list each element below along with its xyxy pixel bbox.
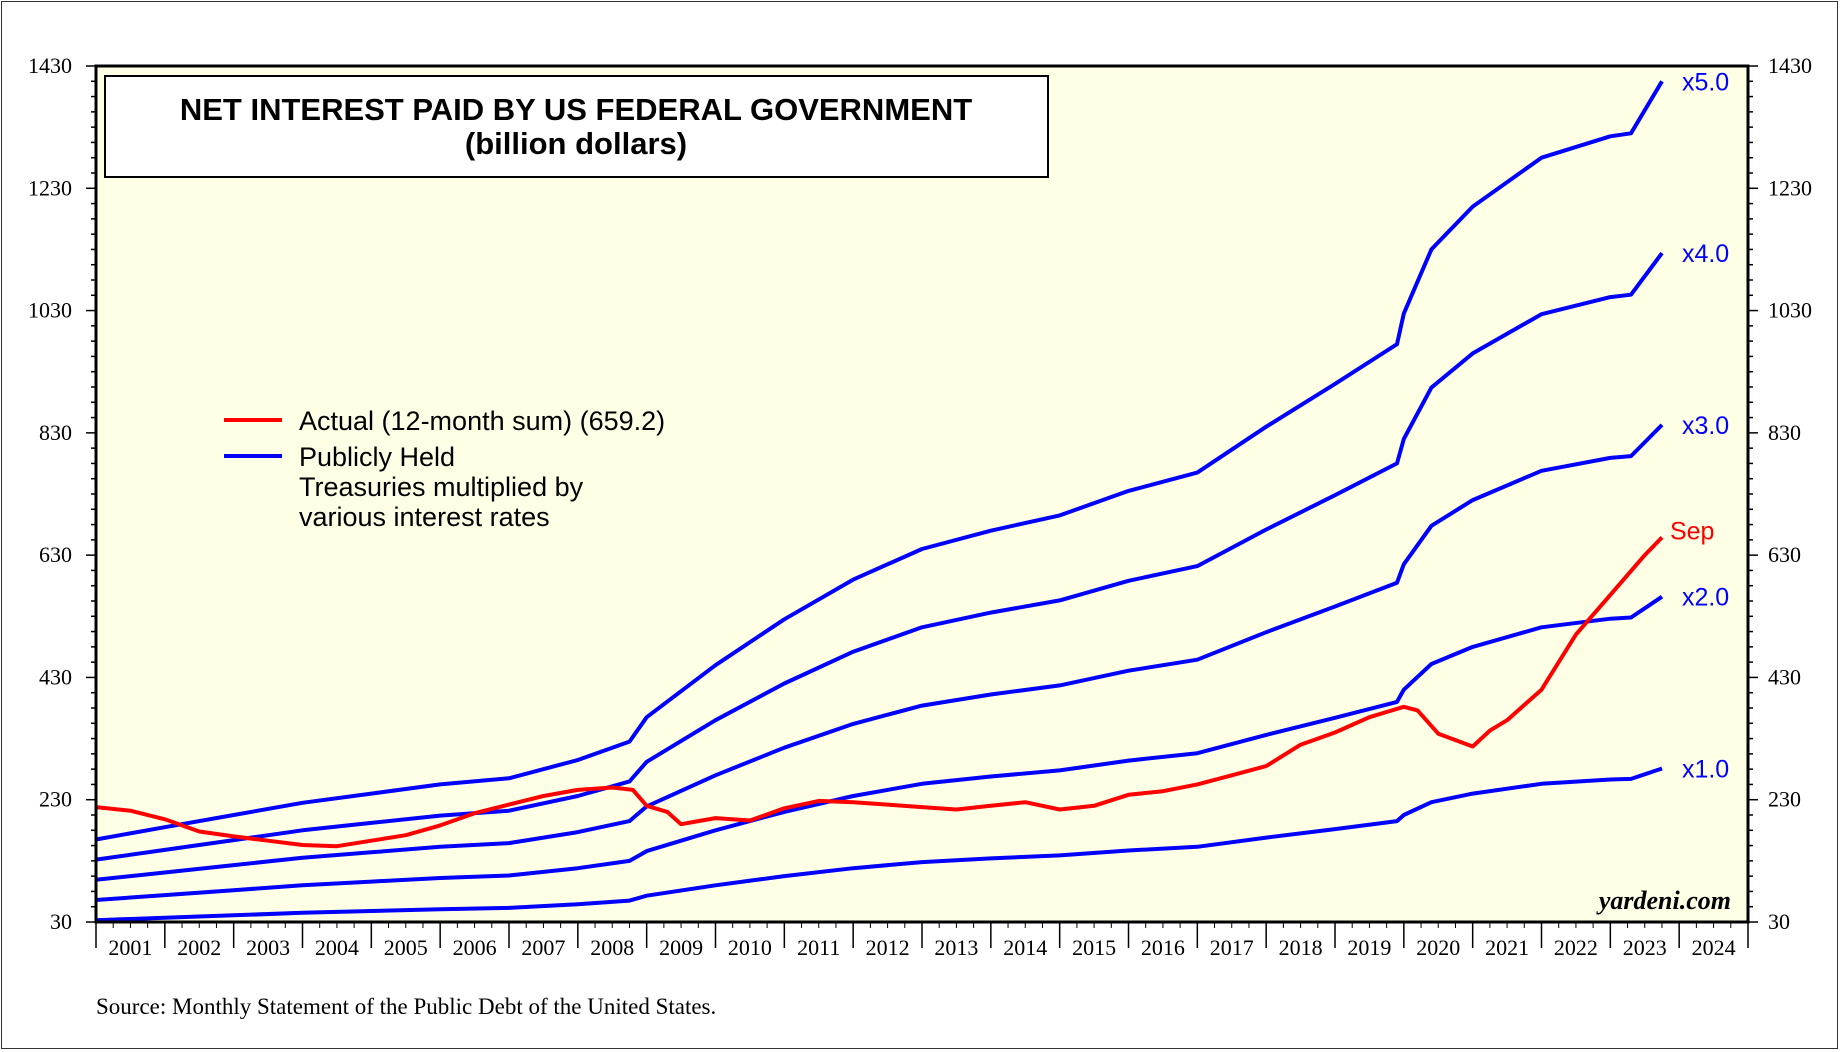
x-tick-label: 2023 bbox=[1623, 935, 1667, 960]
y-tick-label-right: 1030 bbox=[1768, 298, 1812, 323]
y-tick-label-left: 230 bbox=[39, 787, 72, 812]
x-tick-label: 2001 bbox=[108, 935, 152, 960]
chart-subtitle: (billion dollars) bbox=[465, 126, 687, 161]
series-line-x2-0 bbox=[95, 595, 1664, 902]
series-line-x4-0 bbox=[95, 251, 1664, 862]
legend-label-multiples-line3: various interest rates bbox=[299, 502, 550, 532]
y-tick-label-right: 430 bbox=[1768, 664, 1801, 689]
y-tick-label-right: 1230 bbox=[1768, 175, 1812, 200]
y-tick-label-left: 630 bbox=[39, 542, 72, 567]
x-tick-label: 2014 bbox=[1003, 935, 1047, 960]
x-tick-label: 2010 bbox=[728, 935, 772, 960]
x-tick-label: 2018 bbox=[1279, 935, 1323, 960]
x-tick-label: 2017 bbox=[1210, 935, 1254, 960]
x-tick-label: 2021 bbox=[1485, 935, 1529, 960]
series-line-actual bbox=[95, 536, 1664, 849]
legend-label-actual: Actual (12-month sum) (659.2) bbox=[299, 406, 665, 436]
title-box: NET INTEREST PAID BY US FEDERAL GOVERNME… bbox=[104, 75, 1049, 178]
x-tick-label: 2006 bbox=[453, 935, 497, 960]
series-line-x5-0 bbox=[95, 80, 1664, 842]
series-layer bbox=[95, 80, 1664, 923]
series-line-x1-0 bbox=[95, 766, 1663, 923]
x-tick-label: 2024 bbox=[1692, 935, 1736, 960]
series-end-labels: x5.0 x4.0 x3.0 x2.0 x1.0 Sep bbox=[1670, 68, 1729, 783]
x-tick-label: 2015 bbox=[1072, 935, 1116, 960]
x-tick-label: 2016 bbox=[1141, 935, 1185, 960]
x-tick-label: 2008 bbox=[590, 935, 634, 960]
y-tick-label-right: 630 bbox=[1768, 542, 1801, 567]
y-tick-label-right: 1430 bbox=[1768, 53, 1812, 78]
series-end-label: x3.0 bbox=[1682, 412, 1729, 440]
chart-title: NET INTEREST PAID BY US FEDERAL GOVERNME… bbox=[180, 92, 972, 127]
y-tick-label-right: 230 bbox=[1768, 787, 1801, 812]
y-tick-label-left: 1430 bbox=[28, 53, 72, 78]
legend: Actual (12-month sum) (659.2) Publicly H… bbox=[224, 406, 665, 532]
x-tick-label: 2005 bbox=[384, 935, 428, 960]
y-axis-left: 30 230 430 630 830 1030 1230 1430 bbox=[28, 53, 72, 934]
series-end-label: x1.0 bbox=[1682, 756, 1729, 784]
y-tick-label-left: 430 bbox=[39, 664, 72, 689]
annotation-sep: Sep bbox=[1670, 517, 1714, 545]
y-tick-label-left: 830 bbox=[39, 420, 72, 445]
y-tick-label-right: 30 bbox=[1768, 909, 1790, 934]
y-axis-right: 30 230 430 630 830 1030 1230 1430 bbox=[1768, 53, 1812, 934]
y-tick-label-left: 30 bbox=[50, 909, 72, 934]
x-tick-label: 2022 bbox=[1554, 935, 1598, 960]
x-tick-label: 2019 bbox=[1347, 935, 1391, 960]
plot-border bbox=[94, 64, 1750, 924]
y-tick-label-left: 1230 bbox=[28, 175, 72, 200]
watermark: yardeni.com bbox=[1596, 886, 1731, 915]
y-tick-label-right: 830 bbox=[1768, 420, 1801, 445]
x-tick-label: 2011 bbox=[797, 935, 840, 960]
x-tick-label: 2004 bbox=[315, 935, 359, 960]
series-line-x3-0 bbox=[95, 423, 1664, 882]
series-end-label: x2.0 bbox=[1682, 584, 1729, 612]
x-tick-label: 2003 bbox=[246, 935, 290, 960]
x-tick-label: 2020 bbox=[1416, 935, 1460, 960]
x-tick-label: 2007 bbox=[521, 935, 565, 960]
y-tick-label-left: 1030 bbox=[28, 298, 72, 323]
legend-label-multiples-line2: Treasuries multiplied by bbox=[299, 472, 584, 502]
x-tick-label: 2013 bbox=[934, 935, 978, 960]
x-tick-label: 2012 bbox=[866, 935, 910, 960]
series-end-label: x4.0 bbox=[1682, 240, 1729, 268]
series-end-label: x5.0 bbox=[1682, 68, 1729, 96]
legend-label-multiples-line1: Publicly Held bbox=[299, 442, 455, 472]
x-axis: 2001 2002 2003 2004 2005 2006 2007 2008 2009 2010… bbox=[108, 935, 1735, 960]
x-tick-label: 2002 bbox=[177, 935, 221, 960]
source-note: Source: Monthly Statement of the Public … bbox=[96, 994, 716, 1019]
x-tick-label: 2009 bbox=[659, 935, 703, 960]
